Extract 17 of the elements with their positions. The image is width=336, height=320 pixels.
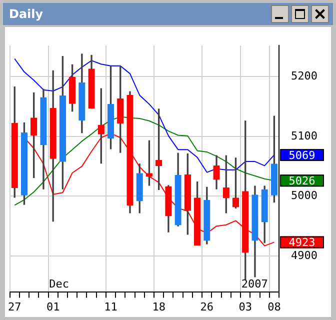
text: 5026 <box>288 174 316 188</box>
y-tick-label: 5200 <box>291 70 318 83</box>
y-tick-label: 5000 <box>291 189 318 202</box>
x-tick-label: 01 <box>46 300 60 314</box>
annotation: 2007 <box>241 278 268 291</box>
x-tick-label: 18 <box>152 300 166 314</box>
x-tick-label: 11 <box>104 300 118 314</box>
chart-title: Daily <box>9 7 44 21</box>
y-tick-label: 4900 <box>291 248 318 262</box>
y-tick-label: 5100 <box>291 129 318 142</box>
text: 5069 <box>288 148 316 162</box>
annotation: Dec <box>49 278 69 291</box>
x-tick-label: 27 <box>8 300 22 314</box>
text: 4923 <box>288 236 316 250</box>
x-tick-label: 08 <box>268 300 281 314</box>
x-tick-label: 03 <box>238 300 252 314</box>
x-tick-label: 26 <box>200 300 214 314</box>
